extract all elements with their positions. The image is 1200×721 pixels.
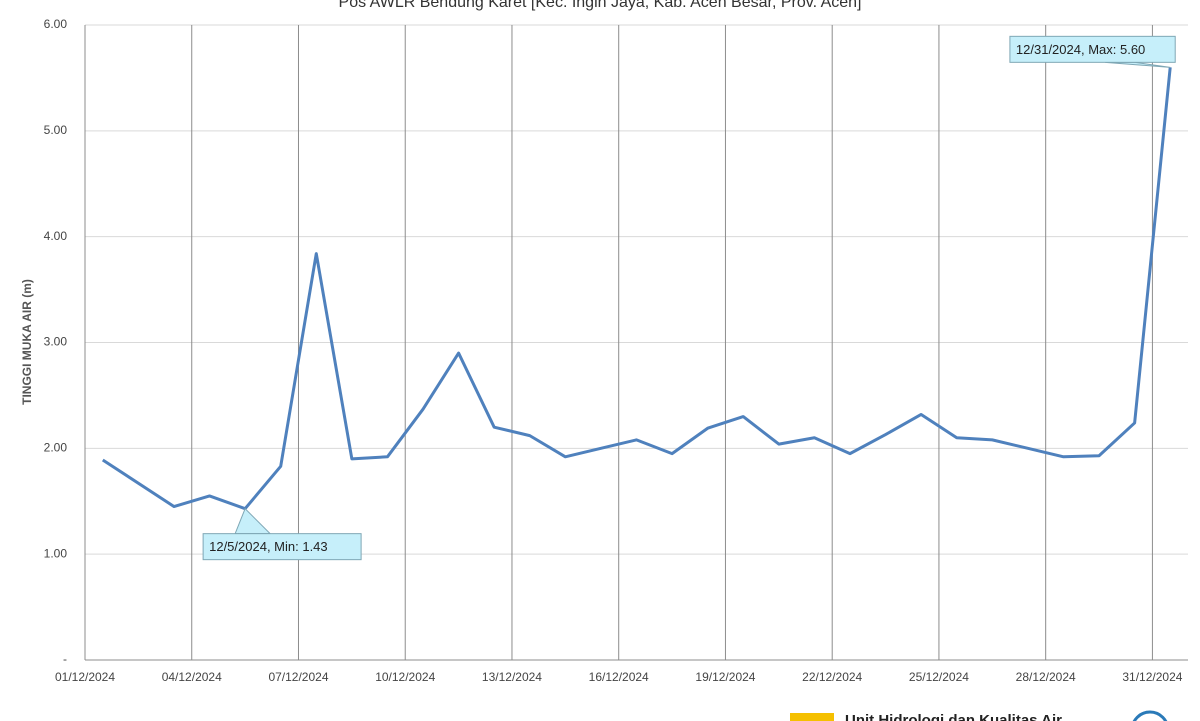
y-axis-label: TINGGI MUKA AIR (m) xyxy=(20,279,34,405)
x-tick-label: 13/12/2024 xyxy=(482,670,542,684)
x-tick-label: 16/12/2024 xyxy=(589,670,649,684)
y-tick-label: 6.00 xyxy=(44,17,68,31)
x-tick-label: 07/12/2024 xyxy=(268,670,328,684)
x-tick-label: 01/12/2024 xyxy=(55,670,115,684)
callout-pointer xyxy=(234,507,272,535)
x-tick-label: 31/12/2024 xyxy=(1122,670,1182,684)
callout-label: 12/5/2024, Min: 1.43 xyxy=(209,539,328,554)
y-tick-label: 4.00 xyxy=(44,229,68,243)
logo-icon xyxy=(790,713,834,721)
callout-pointer xyxy=(1105,61,1171,68)
data-line xyxy=(101,67,1172,511)
footer-text: Unit Hidrologi dan Kualitas Air xyxy=(845,712,1062,721)
y-tick-label: 2.00 xyxy=(44,441,68,455)
y-tick-label: 5.00 xyxy=(44,123,68,137)
x-tick-label: 28/12/2024 xyxy=(1016,670,1076,684)
x-tick-label: 10/12/2024 xyxy=(375,670,435,684)
logo-badge xyxy=(1132,710,1168,721)
x-tick-label: 25/12/2024 xyxy=(909,670,969,684)
callout-box xyxy=(1009,35,1176,63)
y-tick-label: 1.00 xyxy=(44,546,68,560)
y-tick-label: - xyxy=(63,652,67,666)
x-tick-label: 19/12/2024 xyxy=(695,670,755,684)
callout-label: 12/31/2024, Max: 5.60 xyxy=(1016,42,1145,57)
y-tick-label: 3.00 xyxy=(44,335,68,349)
callout-box xyxy=(202,533,362,561)
x-tick-label: 22/12/2024 xyxy=(802,670,862,684)
chart-title: Pos AWLR Bendung Karet [Kec. Ingin Jaya,… xyxy=(339,0,862,11)
x-tick-label: 04/12/2024 xyxy=(162,670,222,684)
